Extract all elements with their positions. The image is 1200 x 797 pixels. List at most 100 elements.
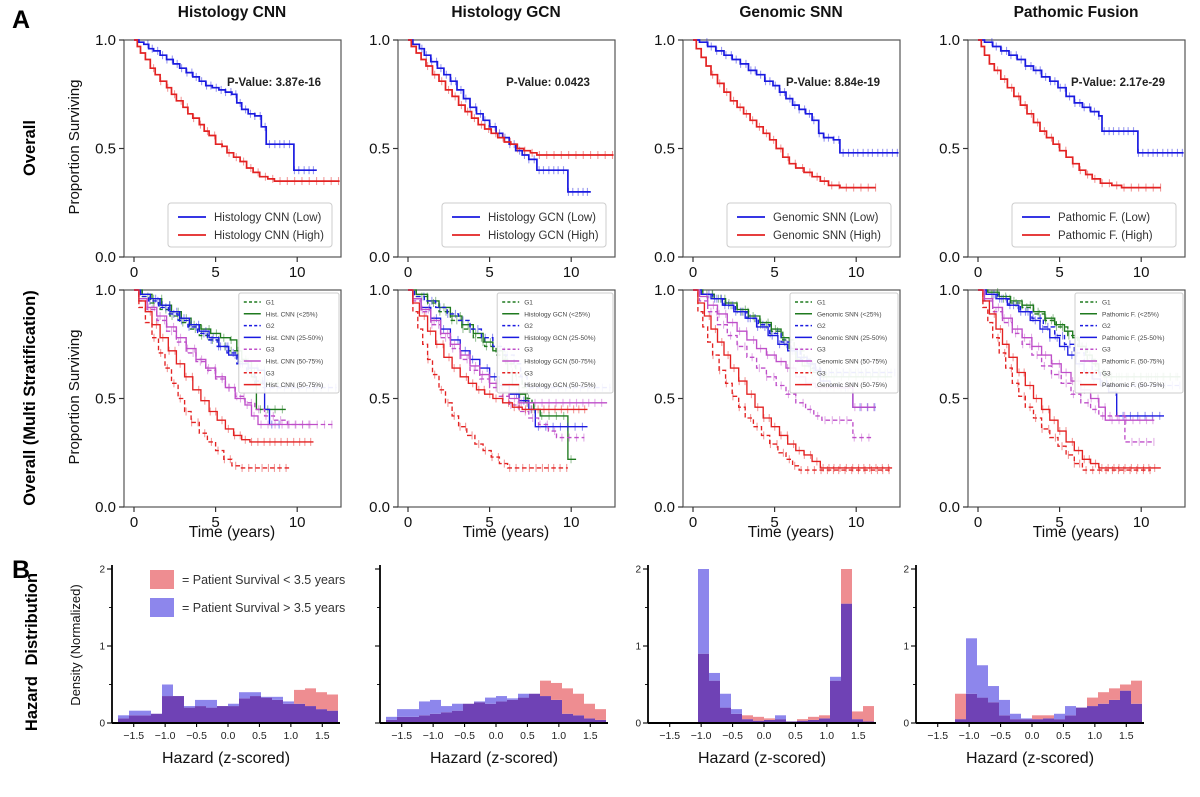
x-tick-label: −1.0 (959, 730, 980, 742)
hist-bar-blue (386, 716, 397, 720)
hist-bar-overlap (966, 693, 977, 723)
censor-marks-3 (155, 294, 280, 429)
hist-bar-overlap (518, 697, 529, 723)
x-tick-label: 0.5 (1056, 730, 1071, 742)
p-value-label: P-Value: 3.87e-16 (227, 77, 321, 89)
hist-bar-red (1131, 680, 1142, 704)
hist-bar-overlap (327, 710, 338, 723)
y-tick-label: 1.0 (939, 282, 960, 299)
y-tick-label: 2 (635, 565, 641, 576)
x-axis-label-time-1: Time (years) (188, 524, 276, 541)
legend-label: Pathomic F. (25-50%) (1102, 335, 1165, 342)
hist-bar-blue (709, 672, 720, 681)
y-tick-label: 0 (635, 719, 641, 730)
x-tick-label: −0.5 (990, 730, 1011, 742)
hist-bar-overlap (463, 703, 474, 723)
censor-marks-1 (153, 64, 340, 186)
hist-bar-overlap (775, 719, 786, 723)
legend-label: G2 (524, 323, 533, 330)
legend-swatch (150, 570, 174, 589)
censor-marks-7 (423, 312, 586, 414)
legend-label: G3 (524, 347, 533, 354)
legend-label: G3 (524, 370, 533, 377)
x-tick-label: 10 (848, 264, 865, 281)
hist-bar-blue (283, 701, 294, 704)
hist-bar-overlap (1043, 718, 1054, 723)
hist-bar-overlap (430, 713, 441, 723)
y-tick-label: 0 (99, 719, 105, 730)
hist-bar-overlap (797, 720, 808, 723)
hist-bar-blue (452, 703, 463, 711)
hist-bar-blue (162, 684, 173, 697)
y-tick-label: 0.0 (369, 249, 390, 266)
x-tick-label: 0.0 (757, 730, 772, 742)
hist-bar-overlap (1010, 719, 1021, 723)
censor-marks-6 (427, 355, 568, 472)
panel-hist-hazard-histology-gcn: −1.5 −1.0 −0.5 0.0 0.5 1.0 1.5 (375, 565, 608, 742)
y-tick-label: 0 (903, 719, 909, 730)
censor-marks-1 (712, 70, 877, 192)
hist-bar-overlap (1054, 719, 1065, 723)
hist-bar-red (595, 709, 606, 720)
hist-bar-blue (474, 701, 485, 703)
km-curve-6 (978, 289, 1151, 471)
censor-marks-7 (708, 312, 889, 472)
panel-km-overall-histology-gcn: 1.0 0.5 0.0 0 5 10 P-Value: 0.0423 Histology GC… (369, 32, 616, 281)
y-tick-label: 0.0 (95, 499, 116, 516)
hist-bar-overlap (955, 719, 966, 723)
hist-bar-red (819, 715, 830, 719)
hist-bar-overlap (1032, 719, 1043, 723)
column-title-histology-cnn: Histology CNN (177, 4, 287, 21)
column-title-pathomic-fusion: Pathomic Fusion (1013, 4, 1139, 21)
hist-bar-overlap (595, 719, 606, 723)
hist-bar-overlap (452, 710, 463, 723)
hist-bar-blue (1065, 706, 1076, 716)
hist-bar-red (1032, 715, 1043, 720)
hist-bar-overlap (397, 716, 408, 723)
km-curve-0 (693, 39, 899, 154)
hist-bar-overlap (731, 713, 742, 723)
hist-bar-overlap (841, 603, 852, 723)
censor-marks-0 (421, 44, 588, 196)
hist-bar-overlap (250, 696, 261, 723)
censor-marks-7 (149, 307, 312, 446)
panel-km-multi-histology-gcn: 1.0 0.5 0.0 0 5 10 G1 Histology GCN (<25%) G2 His… (369, 282, 616, 531)
y-tick-label: 1 (903, 642, 909, 653)
hist-bar-red (316, 692, 327, 710)
x-tick-label: 0 (974, 514, 982, 531)
hist-bar-red (551, 682, 562, 700)
km-curve-1 (408, 39, 614, 156)
hist-bar-blue (272, 696, 283, 700)
hist-bar-overlap (140, 715, 151, 723)
hist-bar-overlap (118, 718, 129, 723)
km-curve-1 (978, 39, 1161, 189)
legend-label: Pathomic F. (Low) (1058, 212, 1150, 224)
x-tick-label: 0.5 (788, 730, 803, 742)
legend-box (441, 202, 607, 248)
x-tick-label: 1.5 (851, 730, 866, 742)
hist-bar-overlap (709, 680, 720, 723)
hist-bar-red (808, 716, 819, 720)
x-tick-label: 5 (485, 514, 493, 531)
y-tick-label: 1.0 (369, 32, 390, 49)
km-curve-2 (134, 289, 337, 389)
hist-bar-red (1043, 715, 1054, 719)
legend-label: G2 (1102, 323, 1111, 330)
hist-bar-overlap (129, 715, 140, 723)
x-tick-label: 0.0 (221, 730, 236, 742)
hist-bar-overlap (1120, 690, 1131, 723)
x-tick-label: 10 (563, 264, 580, 281)
km-curve-1 (134, 39, 340, 182)
x-tick-label: 1.5 (583, 730, 598, 742)
hist-bar-blue (430, 699, 441, 714)
hist-bar-red (852, 711, 863, 720)
hist-bar-red (841, 569, 852, 604)
legend-label: Histology GCN (<25%) (524, 311, 590, 318)
legend-label: G3 (1102, 347, 1111, 354)
hist-bar-red (955, 693, 966, 720)
hist-bar-blue (118, 715, 129, 719)
legend-label: G3 (817, 347, 826, 354)
x-axis-label-hazard-3: Hazard (z-scored) (697, 750, 827, 767)
hist-bar-red (573, 693, 584, 716)
